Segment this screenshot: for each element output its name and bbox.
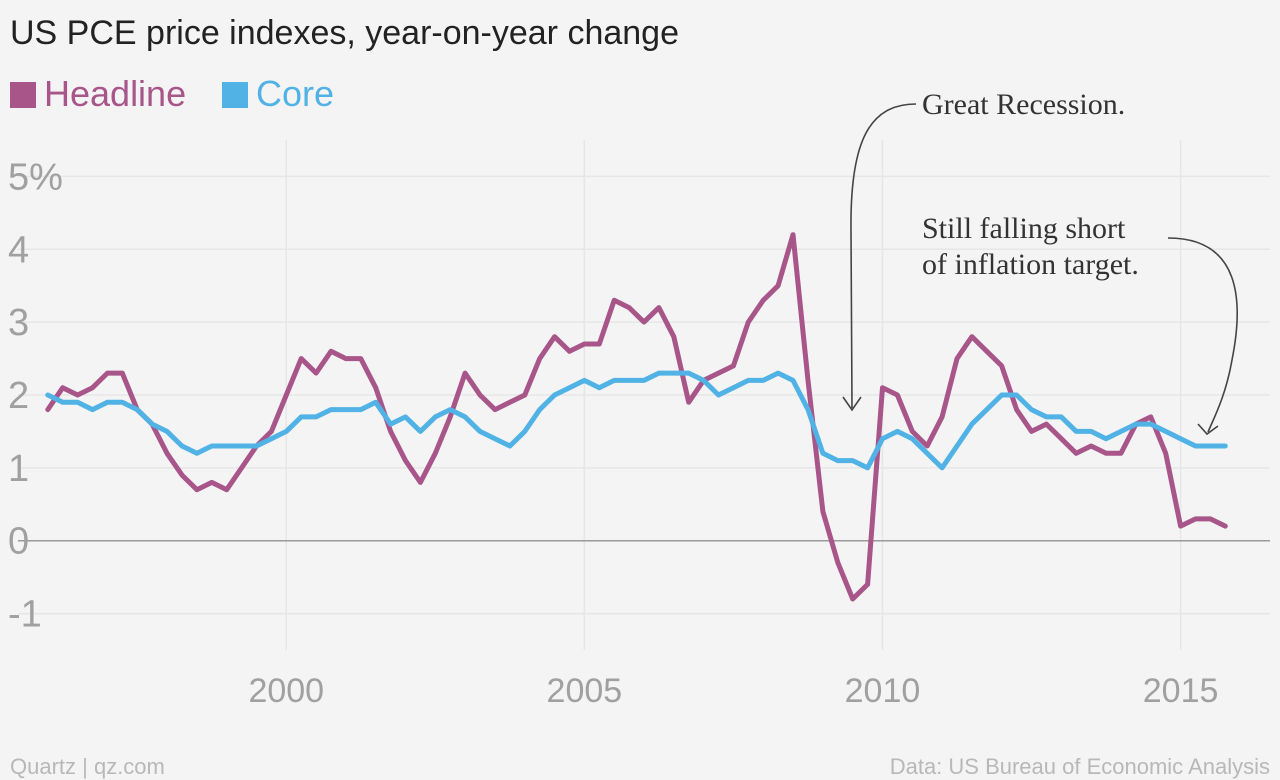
y-tick-label-1: 1 (8, 448, 29, 490)
y-tick-label-3: 3 (8, 302, 29, 344)
y-tick-label--1: -1 (8, 594, 42, 636)
y-tick-label-0: 0 (8, 521, 29, 563)
legend: Headline Core (10, 73, 334, 114)
series-line-headline (45, 232, 1228, 602)
annotation-arrowhead-great-recession (842, 396, 862, 412)
gridlines (18, 140, 1270, 650)
annotation-inflation-line-2: of inflation target. (922, 248, 1139, 281)
annotation-great-recession: Great Recession. (922, 88, 1125, 121)
annotations: Great Recession. Still falling short of … (842, 88, 1238, 436)
legend-swatch-core (222, 82, 248, 108)
annotation-arrow-great-recession (850, 103, 917, 409)
legend-label-core: Core (256, 73, 334, 114)
y-tick-label-2: 2 (8, 375, 29, 417)
chart-title: US PCE price indexes, year-on-year chang… (10, 14, 679, 52)
annotation-arrowhead-inflation (1197, 423, 1219, 436)
y-tick-label-5: 5% (8, 156, 63, 198)
x-tick-label-2000: 2000 (248, 672, 324, 710)
x-tick-label-2005: 2005 (547, 672, 623, 710)
footer-source-brand: Quartz | qz.com (10, 754, 165, 779)
legend-label-headline: Headline (44, 73, 186, 114)
y-tick-label-4: 4 (8, 229, 29, 271)
x-tick-label-2010: 2010 (845, 672, 921, 710)
annotation-inflation-line-1: Still falling short (922, 212, 1126, 245)
series-lines (45, 232, 1228, 602)
legend-swatch-headline (10, 82, 36, 108)
x-tick-label-2015: 2015 (1143, 672, 1219, 710)
annotation-arrow-inflation (1167, 237, 1238, 433)
axis-labels: 2000 2005 2010 2015 5% 4 3 2 1 0 -1 (8, 156, 1218, 710)
series-line-core (45, 370, 1228, 471)
footer-data-source: Data: US Bureau of Economic Analysis (890, 754, 1270, 779)
